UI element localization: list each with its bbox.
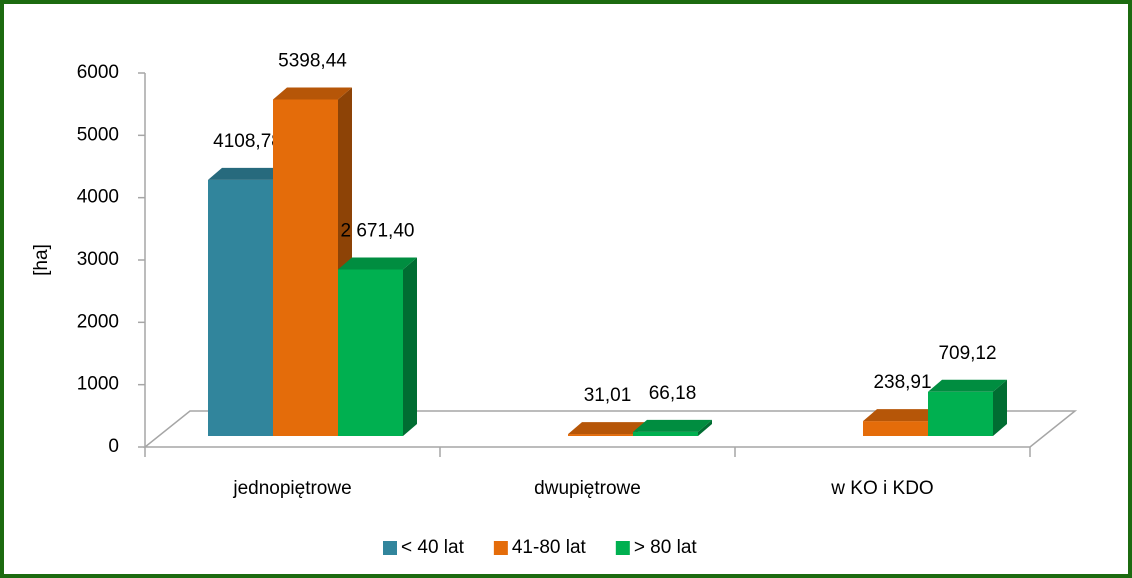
bar-front bbox=[863, 421, 928, 436]
x-tick-label: jednopiętrowe bbox=[232, 478, 351, 499]
bar-top bbox=[273, 87, 352, 100]
bar-front bbox=[568, 434, 633, 436]
bar-top bbox=[633, 419, 712, 432]
bar-front bbox=[273, 99, 338, 436]
bar-top bbox=[863, 409, 942, 422]
y-tick-label: 3000 bbox=[77, 249, 119, 270]
value-label: 238,91 bbox=[873, 372, 931, 393]
bar-front bbox=[928, 391, 993, 436]
x-tick-label: w KO i KDO bbox=[830, 478, 933, 499]
x-tick-label: dwupiętrowe bbox=[534, 478, 641, 499]
y-tick-label: 1000 bbox=[77, 374, 119, 395]
legend-swatch bbox=[615, 541, 630, 555]
legend-swatch bbox=[383, 541, 397, 555]
y-tick-label: 2000 bbox=[77, 311, 119, 332]
y-axis-label: [ha] bbox=[31, 244, 52, 276]
legend-swatch bbox=[493, 541, 508, 555]
y-tick-label: 0 bbox=[108, 436, 119, 457]
y-tick-label: 4000 bbox=[77, 187, 119, 208]
bar-top bbox=[568, 422, 647, 435]
value-label: 709,12 bbox=[938, 343, 996, 364]
value-label: 31,01 bbox=[584, 385, 632, 406]
value-label: 2 671,40 bbox=[341, 220, 415, 241]
y-tick-label: 6000 bbox=[77, 62, 119, 83]
bar-front bbox=[208, 179, 273, 436]
legend-label: < 40 lat bbox=[401, 537, 465, 558]
value-label: 66,18 bbox=[649, 383, 697, 404]
bar-top bbox=[338, 257, 417, 270]
bar-front bbox=[338, 269, 403, 436]
bar-side bbox=[403, 257, 417, 436]
bar-top bbox=[208, 167, 287, 180]
bar-top bbox=[928, 379, 1007, 392]
value-label: 5398,44 bbox=[278, 51, 347, 72]
bar-front bbox=[633, 431, 698, 436]
bar-side bbox=[993, 379, 1007, 436]
y-tick-label: 5000 bbox=[77, 124, 119, 145]
legend-label: > 80 lat bbox=[634, 537, 698, 558]
value-label: 4108,78 bbox=[213, 131, 282, 152]
bar-side bbox=[698, 419, 712, 436]
legend-label: 41-80 lat bbox=[512, 537, 587, 558]
